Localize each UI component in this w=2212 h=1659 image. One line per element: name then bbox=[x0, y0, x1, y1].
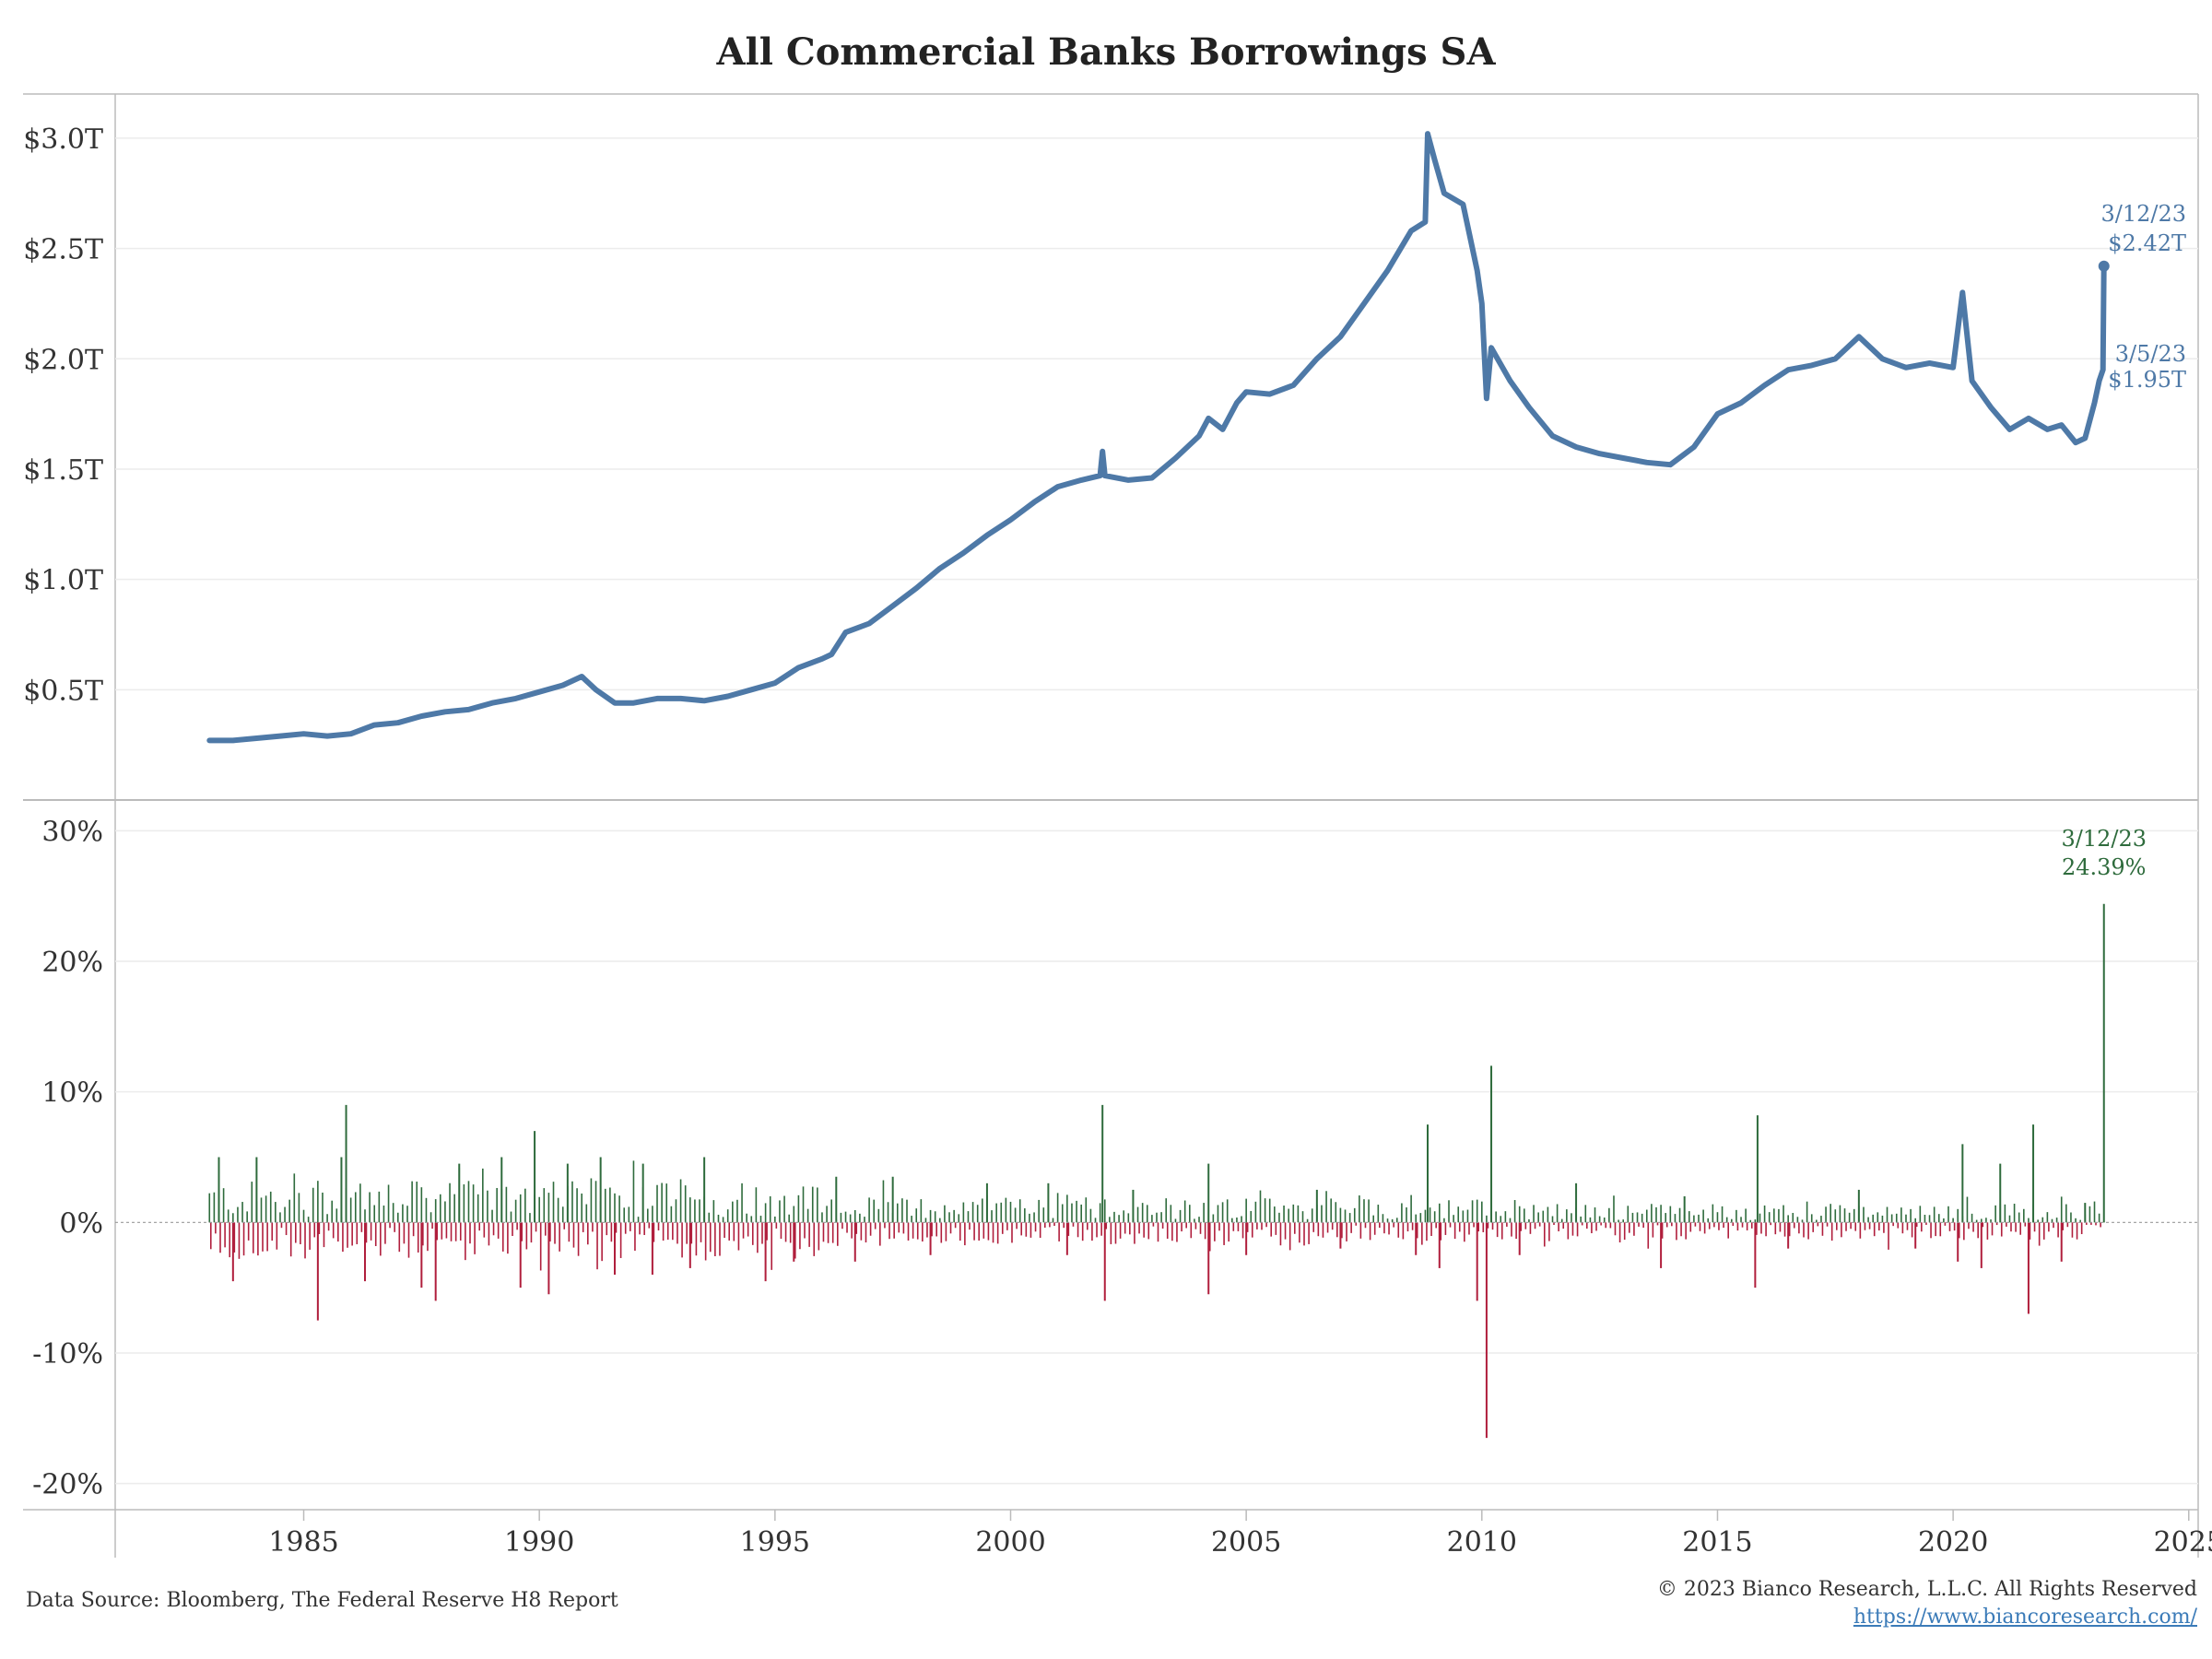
x-tick-label: 2000 bbox=[975, 1526, 1045, 1559]
borrowings-line bbox=[206, 131, 2107, 744]
annotation-value: $1.95T bbox=[2108, 367, 2186, 393]
annotation-date: 3/12/23 bbox=[2100, 201, 2186, 227]
chart-title: All Commercial Banks Borrowings SA bbox=[716, 30, 1497, 74]
copyright: © 2023 Bianco Research, L.L.C. All Right… bbox=[1656, 1578, 2197, 1601]
annotation-date: 3/5/23 bbox=[2115, 341, 2186, 367]
top-panel: $0.5T $1.0T $1.5T $2.0T $2.5T $3.0T 3/12/23 $2.… bbox=[23, 93, 2199, 1558]
x-tick-label: 2005 bbox=[1211, 1526, 1281, 1559]
y-tick-label: 10% bbox=[41, 1077, 103, 1110]
website-link[interactable]: https://www.biancoresearch.com/ bbox=[1853, 1606, 2197, 1629]
y-tick-label: $2.5T bbox=[23, 234, 103, 266]
x-tick-label: 1990 bbox=[504, 1526, 574, 1559]
y-tick-label: $3.0T bbox=[23, 124, 103, 156]
y-tick-label: -10% bbox=[32, 1338, 103, 1371]
annotation-value: $2.42T bbox=[2108, 230, 2186, 256]
x-tick-label: 1985 bbox=[268, 1526, 338, 1559]
y-tick-label: 30% bbox=[41, 816, 103, 848]
y-tick-label: $1.5T bbox=[23, 454, 103, 487]
x-tick-label: 2025 bbox=[2154, 1526, 2212, 1559]
x-axis: 1985 1990 1995 2000 2005 2010 2015 2020 2025 bbox=[268, 1510, 2212, 1559]
y-tick-label: -20% bbox=[32, 1469, 103, 1501]
x-tick-label: 2020 bbox=[1918, 1526, 1988, 1559]
annotation-date: 3/12/23 bbox=[2061, 826, 2147, 852]
x-tick-label: 2015 bbox=[1682, 1526, 1752, 1559]
x-tick-label: 1995 bbox=[740, 1526, 810, 1559]
data-source: Data Source: Bloomberg, The Federal Rese… bbox=[26, 1589, 618, 1612]
y-tick-label: 0% bbox=[59, 1207, 103, 1240]
y-tick-label: $0.5T bbox=[23, 675, 103, 707]
last-point-marker bbox=[2098, 260, 2110, 272]
y-tick-label: $1.0T bbox=[23, 565, 103, 597]
annotation-value: 24.39% bbox=[2062, 854, 2147, 880]
x-tick-label: 2010 bbox=[1447, 1526, 1517, 1559]
y-tick-label: 20% bbox=[41, 947, 103, 979]
y-tick-label: $2.0T bbox=[23, 344, 103, 376]
